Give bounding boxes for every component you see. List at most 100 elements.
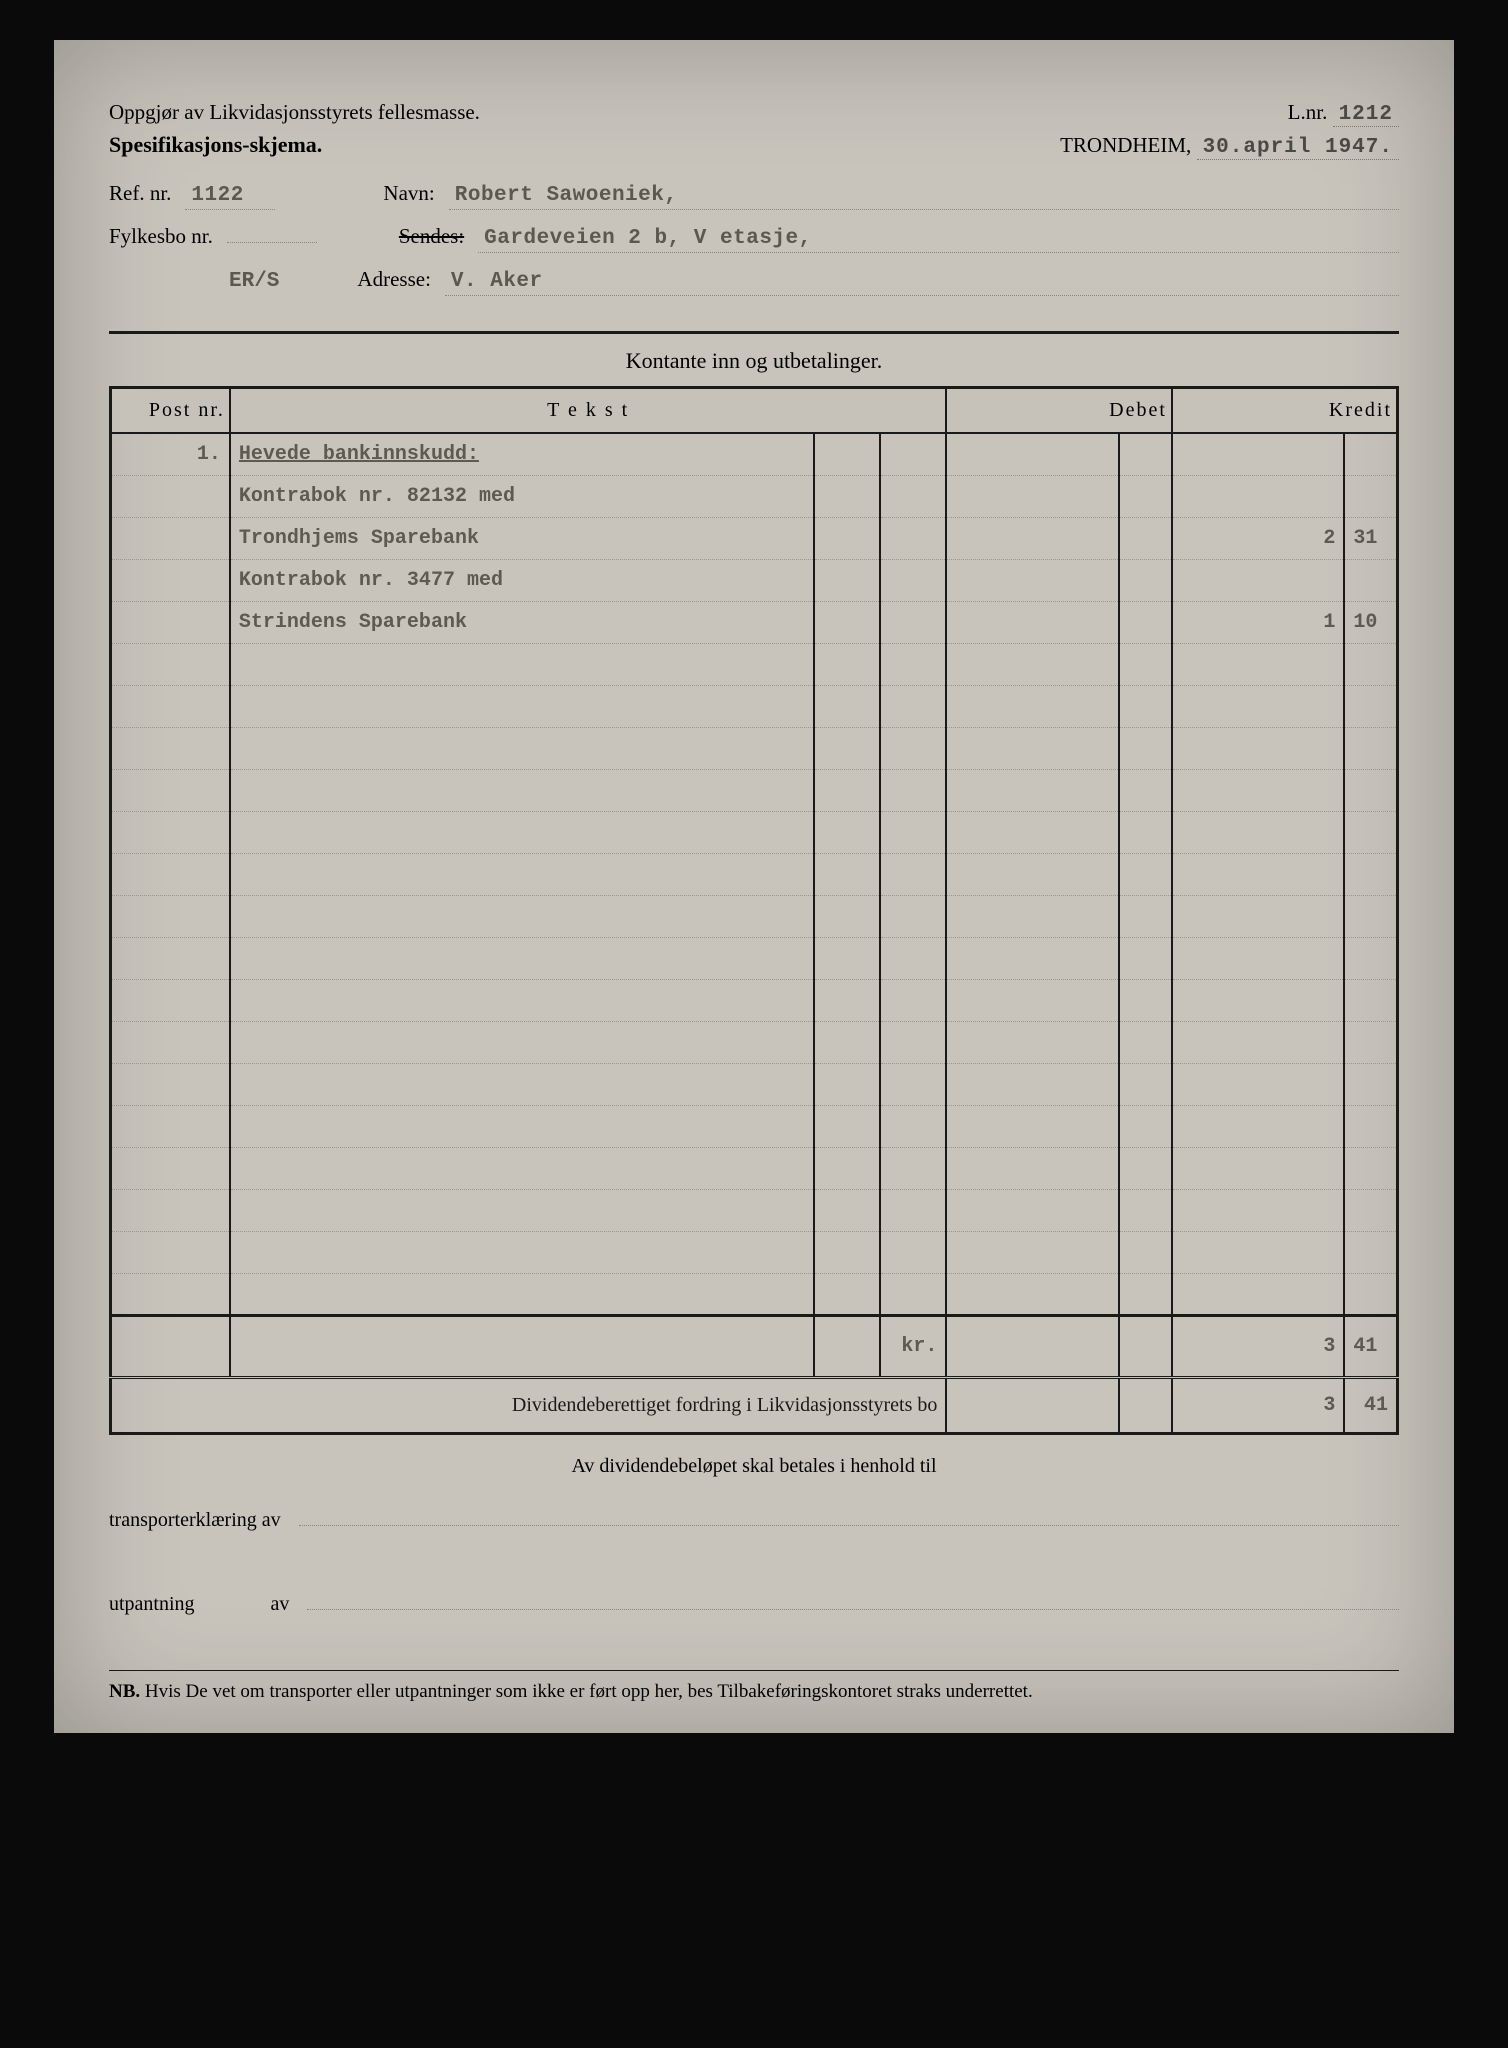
- cell-col-post: [111, 853, 230, 895]
- adresse-value: V. Aker: [445, 270, 1399, 296]
- table-row: [111, 811, 1398, 853]
- cell-col-kredit-dec: 10: [1344, 601, 1397, 643]
- cell-col-post: [111, 1147, 230, 1189]
- cell-col-text: [230, 1105, 814, 1147]
- footer-block: Av dividendebeløpet skal betales i henho…: [109, 1455, 1399, 1703]
- table-row: [111, 979, 1398, 1021]
- cell-col-debet-dec: [1119, 517, 1172, 559]
- final-kredit-dec: 41: [1344, 1377, 1397, 1433]
- cell-col-post: [111, 1021, 230, 1063]
- table-row: [111, 853, 1398, 895]
- header-debet: Debet: [946, 388, 1172, 434]
- cell-col-post: [111, 475, 230, 517]
- cell-col-post: [111, 895, 230, 937]
- transport-label: transporterklæring av: [109, 1509, 281, 1532]
- cell-col-sub2: [880, 853, 946, 895]
- cell-col-debet-dec: [1119, 1231, 1172, 1273]
- table-row: Trondhjems Sparebank231: [111, 517, 1398, 559]
- cell-col-sub2: [880, 811, 946, 853]
- cell-col-kredit-dec: [1344, 1231, 1397, 1273]
- cell-col-sub1: [814, 1273, 880, 1315]
- cell-col-kredit-dec: [1344, 433, 1397, 475]
- cell-col-debet-dec: [1119, 1021, 1172, 1063]
- table-row: [111, 1147, 1398, 1189]
- table-row: [111, 1105, 1398, 1147]
- cell-col-sub2: [880, 643, 946, 685]
- cell-col-sub1: [814, 853, 880, 895]
- cell-col-debet: [946, 769, 1118, 811]
- cell-col-kredit-dec: [1344, 895, 1397, 937]
- cell-col-debet: [946, 895, 1118, 937]
- table-row: [111, 685, 1398, 727]
- cell-col-text: [230, 1189, 814, 1231]
- cell-col-kredit: [1172, 1189, 1344, 1231]
- cell-col-debet-dec: [1119, 475, 1172, 517]
- total-kredit-int: 3: [1172, 1315, 1344, 1377]
- cell-col-kredit-dec: [1344, 937, 1397, 979]
- cell-col-text: [230, 727, 814, 769]
- fylkesbo-label: Fylkesbo nr.: [109, 224, 213, 249]
- cell-col-debet: [946, 811, 1118, 853]
- table-row: [111, 1273, 1398, 1315]
- lnr-value: 1212: [1333, 103, 1399, 127]
- adresse-label: Adresse:: [357, 267, 430, 292]
- cell-col-sub1: [814, 979, 880, 1021]
- table-row: [111, 769, 1398, 811]
- cell-col-sub1: [814, 1063, 880, 1105]
- cell-col-sub2: [880, 601, 946, 643]
- utpantning-label: utpantning: [109, 1593, 195, 1616]
- cell-col-debet: [946, 433, 1118, 475]
- cell-col-sub1: [814, 1189, 880, 1231]
- cell-col-debet: [946, 1189, 1118, 1231]
- cell-col-debet: [946, 1147, 1118, 1189]
- cell-col-kredit-dec: [1344, 475, 1397, 517]
- cell-col-text: [230, 895, 814, 937]
- table-row: [111, 1021, 1398, 1063]
- cell-col-post: [111, 811, 230, 853]
- cell-col-kredit: [1172, 727, 1344, 769]
- cell-col-sub2: [880, 1147, 946, 1189]
- cell-col-kredit-dec: [1344, 643, 1397, 685]
- cell-col-kredit: [1172, 895, 1344, 937]
- cell-col-text: [230, 643, 814, 685]
- fylkesbo-value: [227, 240, 317, 243]
- reference-block: Ref. nr. 1122 Navn: Robert Sawoeniek, Fy…: [109, 181, 1399, 296]
- cell-col-debet: [946, 685, 1118, 727]
- cell-col-sub2: [880, 1189, 946, 1231]
- table-row: [111, 895, 1398, 937]
- city-label: TRONDHEIM,: [1060, 133, 1191, 157]
- cell-col-sub2: [880, 895, 946, 937]
- navn-value: Robert Sawoeniek,: [449, 184, 1399, 210]
- final-label: Dividendeberettiget fordring i Likvidasj…: [111, 1377, 947, 1433]
- cell-col-text: [230, 853, 814, 895]
- cell-col-sub2: [880, 1063, 946, 1105]
- cell-col-sub2: [880, 937, 946, 979]
- cell-col-sub1: [814, 475, 880, 517]
- cell-col-debet: [946, 601, 1118, 643]
- av-label: av: [271, 1593, 290, 1616]
- cell-col-post: [111, 1063, 230, 1105]
- cell-col-debet: [946, 559, 1118, 601]
- ledger-table: Post nr. T e k s t Debet Kredit 1.Hevede…: [109, 386, 1399, 1435]
- cell-col-text: [230, 1273, 814, 1315]
- cell-col-kredit: [1172, 559, 1344, 601]
- cell-col-kredit: [1172, 1021, 1344, 1063]
- cell-col-sub2: [880, 685, 946, 727]
- lnr-field: L.nr. 1212: [1288, 100, 1399, 126]
- total-kredit-dec: 41: [1344, 1315, 1397, 1377]
- cell-col-text: [230, 769, 814, 811]
- table-row: [111, 643, 1398, 685]
- cell-col-kredit-dec: [1344, 811, 1397, 853]
- cell-col-debet-dec: [1119, 727, 1172, 769]
- cell-col-debet-dec: [1119, 979, 1172, 1021]
- cell-col-sub2: [880, 475, 946, 517]
- cell-col-post: [111, 937, 230, 979]
- cell-col-text: [230, 811, 814, 853]
- cell-col-debet-dec: [1119, 895, 1172, 937]
- cell-col-debet: [946, 937, 1118, 979]
- cell-col-post: [111, 1273, 230, 1315]
- cell-col-sub2: [880, 1273, 946, 1315]
- table-section-title: Kontante inn og utbetalinger.: [109, 331, 1399, 374]
- utpantning-line: utpantning av: [109, 1586, 1399, 1616]
- cell-col-debet-dec: [1119, 433, 1172, 475]
